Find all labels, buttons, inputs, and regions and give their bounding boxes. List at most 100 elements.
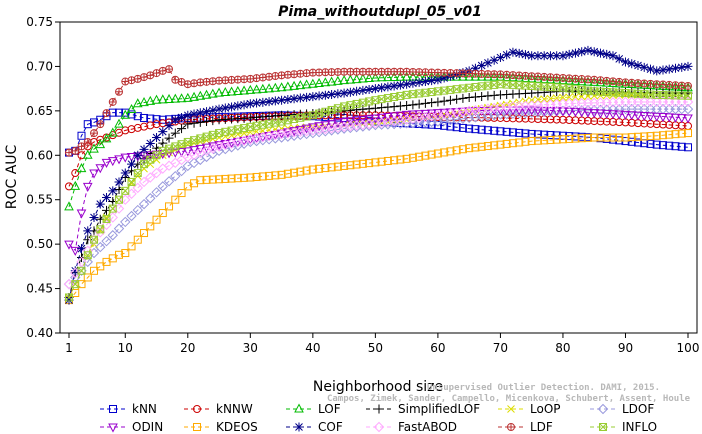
- data-point-lof: [176, 93, 187, 103]
- data-point-knn: [446, 122, 455, 131]
- data-point-lof: [314, 77, 324, 87]
- data-point-kdeos: [83, 273, 92, 282]
- legend-item-loop: LoOP: [498, 402, 561, 416]
- data-point-simplifiedlof: [389, 102, 399, 112]
- data-point-lof: [295, 80, 306, 90]
- data-point-inflo: [290, 115, 299, 124]
- series-layer: [63, 45, 694, 305]
- data-point-cof: [227, 102, 237, 112]
- data-point-ldf: [153, 69, 161, 77]
- data-point-cof: [527, 51, 537, 61]
- data-point-inflo: [383, 94, 392, 103]
- x-tick-label: 1: [65, 341, 73, 355]
- data-point-cof: [495, 53, 505, 63]
- data-point-inflo: [627, 89, 636, 98]
- data-point-lof: [170, 93, 181, 103]
- data-point-cof: [139, 144, 149, 154]
- data-point-inflo: [358, 98, 367, 107]
- data-point-simplifiedlof: [489, 90, 499, 100]
- chart-title: Pima_withoutdupl_05_v01: [278, 4, 482, 20]
- data-point-cof: [114, 177, 124, 187]
- data-point-lof: [232, 85, 243, 95]
- data-point-kdeos: [258, 172, 267, 181]
- data-point-simplifiedlof: [483, 91, 493, 101]
- data-point-kdeos: [165, 202, 174, 211]
- data-point-kdeos: [527, 137, 536, 146]
- data-point-inflo: [140, 160, 149, 169]
- data-point-cof: [420, 77, 430, 87]
- data-point-odin: [326, 120, 337, 130]
- data-point-cof: [189, 109, 199, 119]
- data-point-ldf: [127, 76, 136, 85]
- data-point-knn: [658, 141, 667, 150]
- data-point-odin: [639, 111, 650, 122]
- data-point-kdeos: [202, 175, 211, 184]
- data-point-inflo: [590, 87, 599, 96]
- series-inflo: [65, 80, 692, 302]
- legend-item-ldf: LDF: [498, 420, 553, 434]
- data-point-inflo: [108, 204, 117, 213]
- data-point-simplifiedlof: [414, 99, 424, 109]
- series-line-fastabod: [68, 101, 688, 285]
- data-point-inflo: [102, 214, 111, 223]
- data-point-inflo: [583, 86, 592, 95]
- x-tick-label: 30: [243, 341, 258, 355]
- data-point-cof: [502, 50, 512, 60]
- data-point-ldof: [138, 198, 150, 210]
- data-point-inflo: [684, 91, 692, 100]
- data-point-cof: [595, 48, 605, 58]
- data-point-cof: [402, 79, 412, 89]
- data-point-cof: [670, 63, 680, 73]
- data-point-simplifiedlof: [433, 97, 443, 107]
- legend: kNN kNNW LOF SimplifiedLOF LoOP LDOF ODIN KDEOS…: [100, 402, 657, 434]
- data-point-odin: [526, 106, 537, 116]
- data-point-kdeos: [365, 159, 374, 168]
- data-point-cof: [83, 226, 93, 236]
- data-point-lof: [82, 149, 93, 159]
- data-point-inflo: [108, 204, 117, 213]
- legend-item-cof: COF: [286, 420, 343, 434]
- data-point-lof: [339, 75, 349, 85]
- data-point-lof: [189, 91, 199, 101]
- legend-label: kNN: [132, 402, 157, 416]
- data-point-odin: [576, 108, 587, 118]
- data-point-odin: [64, 240, 74, 250]
- data-point-inflo: [658, 91, 667, 100]
- data-point-odin: [101, 158, 112, 168]
- data-point-ldf: [121, 78, 129, 86]
- data-point-odin: [376, 113, 387, 123]
- data-point-odin: [676, 114, 687, 124]
- data-point-kdeos: [452, 146, 461, 155]
- data-point-lof: [120, 109, 131, 119]
- data-point-cof: [489, 55, 499, 65]
- data-point-lof: [489, 71, 500, 81]
- data-point-knnw: [152, 120, 161, 129]
- data-point-inflo: [433, 87, 442, 96]
- data-point-kdeos: [408, 153, 417, 162]
- data-point-ldof: [682, 103, 694, 115]
- x-tick-label: 60: [430, 341, 445, 355]
- data-point-lof: [564, 75, 575, 85]
- data-point-inflo: [527, 81, 536, 90]
- data-point-lof: [139, 97, 149, 107]
- data-point-kdeos: [540, 136, 549, 145]
- data-point-cof: [358, 85, 368, 95]
- data-point-cof: [364, 85, 374, 95]
- data-point-ldf: [684, 82, 692, 90]
- data-point-kdeos: [427, 150, 436, 159]
- data-point-ldf: [121, 77, 130, 86]
- data-point-lof: [207, 88, 218, 98]
- data-point-inflo: [608, 88, 617, 97]
- data-point-inflo: [421, 88, 430, 97]
- data-point-cof: [427, 76, 437, 86]
- data-point-cof: [64, 295, 74, 305]
- data-point-cof: [295, 93, 305, 103]
- data-point-inflo: [90, 235, 98, 244]
- data-point-kdeos: [596, 133, 605, 142]
- data-point-kdeos: [346, 161, 355, 170]
- data-point-cof: [195, 108, 205, 118]
- data-point-ldf: [71, 146, 80, 155]
- data-point-simplifiedlof: [183, 119, 193, 129]
- data-point-ldf: [190, 79, 199, 88]
- data-point-lof: [476, 71, 487, 81]
